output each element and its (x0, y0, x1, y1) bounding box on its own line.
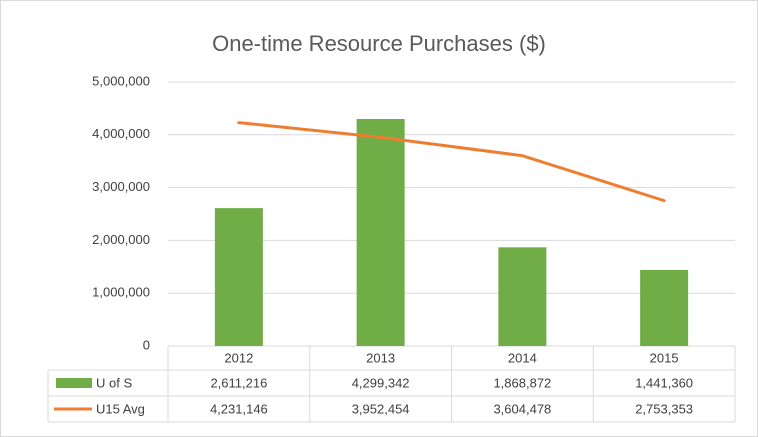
bar (640, 269, 689, 346)
table-value: 2,611,216 (210, 375, 267, 390)
table-value: 2,753,353 (635, 401, 693, 416)
y-tick-label: 3,000,000 (92, 179, 150, 194)
table-value: 4,299,342 (352, 375, 410, 390)
line (237, 121, 666, 203)
x-tick-label: 2014 (508, 350, 537, 365)
y-tick-label: 2,000,000 (92, 232, 150, 247)
bar (214, 208, 263, 346)
legend-label: U of S (96, 375, 132, 390)
table-value: 3,952,454 (352, 401, 410, 416)
bar (498, 247, 547, 346)
table-value: 1,441,360 (635, 375, 693, 390)
x-tick-label: 2015 (650, 350, 679, 365)
x-tick-label: 2012 (224, 350, 253, 365)
x-tick-label: 2013 (366, 350, 395, 365)
table-value: 4,231,146 (210, 401, 268, 416)
chart-title: One-time Resource Purchases ($) (212, 31, 546, 56)
legend-label: U15 Avg (96, 401, 145, 416)
y-tick-label: 1,000,000 (92, 285, 150, 300)
y-tick-label: 4,000,000 (92, 126, 150, 141)
y-tick-label: 5,000,000 (92, 73, 150, 88)
table-value: 3,604,478 (493, 401, 551, 416)
table-value: 1,868,872 (493, 375, 551, 390)
y-tick-label: 0 (143, 337, 150, 352)
legend-swatch (56, 378, 92, 388)
bar (356, 118, 405, 346)
